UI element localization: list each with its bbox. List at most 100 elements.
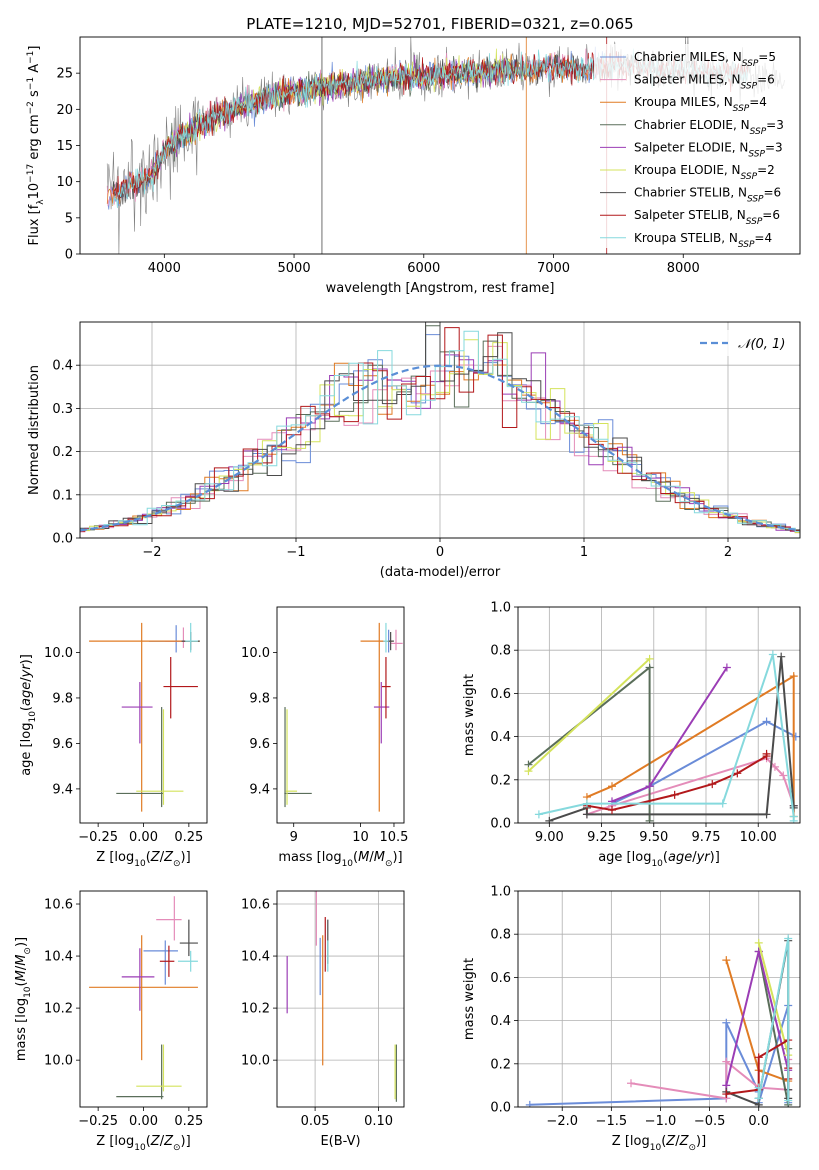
- weight-marker: [626, 1079, 635, 1088]
- plot-area: [286, 891, 397, 1102]
- weight-marker: [733, 769, 742, 778]
- y-tick-label: 0.4: [490, 730, 511, 745]
- chart-spectrum: 4000 5000 6000 7000 8000 0 5 10 15 20 25 wavelength…: [26, 36, 801, 296]
- legend-entry: Chabrier STELIB, NSSP=6: [634, 186, 781, 205]
- y-tick-label: 9.6: [52, 737, 73, 752]
- legend-entry: Salpeter ELODIE, NSSP=3: [634, 140, 783, 159]
- weight-marker: [645, 663, 654, 672]
- x-tick-label: 1: [580, 545, 588, 560]
- y-tick-label: 9.6: [249, 737, 270, 752]
- axes-frame: [79, 36, 801, 255]
- x-tick-label: 5000: [278, 261, 311, 276]
- x-tick-label: 0.25: [174, 1114, 203, 1129]
- x-tick-label: −1: [286, 545, 305, 560]
- y-tick-label: 9.8: [52, 691, 73, 706]
- weight-marker: [762, 717, 771, 726]
- x-tick-label: 0.00: [129, 830, 158, 845]
- weight-marker: [545, 816, 554, 823]
- y-axis-label: age [log10(age/yr)]: [19, 654, 38, 776]
- plot-area: [284, 622, 403, 812]
- histogram-series: [80, 327, 800, 532]
- y-tick-label: 0.2: [52, 445, 73, 460]
- weight-marker: [762, 810, 771, 819]
- y-axis-label: mass weight: [462, 958, 477, 1040]
- axes-frame: [79, 890, 208, 1108]
- weight-marker: [670, 790, 679, 799]
- axes-frame: [276, 606, 405, 824]
- y-tick-label: 9.8: [249, 691, 270, 706]
- gaussian-curve: [80, 364, 800, 532]
- legend-entry: 𝒩(0, 1): [738, 337, 785, 352]
- x-tick-label: 0.10: [364, 1114, 393, 1129]
- y-tick-label: 0.6: [490, 687, 511, 702]
- x-tick-label: 2: [724, 545, 732, 560]
- weight-marker: [762, 749, 771, 758]
- weight-series-line: [538, 654, 795, 821]
- x-tick-label: 0.05: [301, 1114, 330, 1129]
- x-tick-label: 9.50: [639, 830, 668, 845]
- y-axis-label: mass [log10(M/M⊙)]: [14, 937, 33, 1061]
- weight-marker: [582, 810, 591, 819]
- weight-marker: [779, 771, 788, 780]
- histogram-series: [80, 330, 800, 532]
- x-axis-label: Z [log10(Z/Z⊙)]: [96, 1134, 190, 1153]
- x-tick-label: −2.0: [546, 1114, 578, 1129]
- x-axis-label: wavelength [Angstrom, rest frame]: [326, 281, 555, 296]
- y-tick-label: 10.4: [241, 950, 270, 965]
- weight-marker: [718, 799, 727, 808]
- y-tick-label: 9.4: [249, 782, 270, 797]
- x-tick-label: 9: [290, 830, 298, 845]
- weight-series-line: [611, 666, 728, 803]
- weight-series-line: [527, 665, 651, 821]
- weight-marker: [708, 780, 717, 789]
- x-axis-label: (data-model)/error: [380, 565, 501, 580]
- x-tick-label: 0.00: [129, 1114, 158, 1129]
- y-tick-label: 10.6: [241, 898, 270, 913]
- legend-entry: Kroupa ELODIE, NSSP=2: [634, 163, 775, 182]
- x-axis-label: Z [log10(Z/Z⊙)]: [612, 1134, 706, 1153]
- plot-area: [89, 622, 200, 812]
- y-tick-label: 0.3: [52, 402, 73, 417]
- x-tick-label: 0.0: [748, 1114, 769, 1129]
- x-tick-label: −1.0: [645, 1114, 677, 1129]
- axes-frame: [79, 606, 208, 824]
- x-tick-label: −2: [142, 545, 161, 560]
- weight-marker: [645, 816, 654, 823]
- chart-z-weight: −2.0 −1.5 −1.0 −0.5 0.0 0.0 0.2 0.4 0.6 0.8 1.0 Z […: [462, 885, 801, 1153]
- weight-marker: [784, 1096, 793, 1105]
- y-tick-label: 0.8: [490, 928, 511, 943]
- chart-age-weight: 9.00 9.25 9.50 9.75 10.00 0.0 0.2 0.4 0.6 0.8 1.0 a…: [462, 601, 801, 869]
- y-tick-label: 0.4: [490, 1014, 511, 1029]
- weight-marker: [789, 672, 798, 681]
- legend-box: [594, 44, 792, 248]
- x-tick-label: 0.25: [174, 830, 203, 845]
- y-axis-label: Flux [fλ10−17 erg cm−2 s−1 A−1]: [26, 46, 46, 246]
- legend: Chabrier MILES, NSSP=5 Salpeter MILES, NS…: [594, 44, 792, 250]
- axes-frame: [517, 890, 801, 1108]
- y-tick-label: 0.6: [490, 971, 511, 986]
- weight-series-line: [757, 951, 790, 1105]
- x-tick-label: −0.25: [78, 830, 118, 845]
- x-tick-label: 9.25: [587, 830, 616, 845]
- x-tick-label: 7000: [537, 261, 570, 276]
- weight-marker: [582, 799, 591, 808]
- y-tick-label: 25: [56, 67, 73, 82]
- chart-residuals: −2 −1 0 1 2 0.0 0.1 0.2 0.3 0.4 (data-model)/error…: [27, 321, 801, 580]
- weight-marker: [645, 782, 654, 791]
- weight-marker: [777, 652, 786, 661]
- weight-marker: [789, 816, 798, 823]
- plot-area: [89, 896, 198, 1100]
- weight-marker: [645, 654, 654, 663]
- y-tick-label: 0: [65, 248, 73, 263]
- y-tick-label: 1.0: [490, 885, 511, 900]
- grid: [277, 891, 404, 1107]
- plot-area: [80, 322, 800, 534]
- y-tick-label: 5: [65, 211, 73, 226]
- legend-entry: Chabrier ELODIE, NSSP=3: [634, 118, 784, 137]
- y-axis-label: mass weight: [462, 674, 477, 756]
- x-tick-label: 10.5: [379, 830, 408, 845]
- x-tick-label: 4000: [148, 261, 181, 276]
- weight-marker: [754, 938, 763, 947]
- legend-entry: Salpeter STELIB, NSSP=6: [634, 208, 780, 227]
